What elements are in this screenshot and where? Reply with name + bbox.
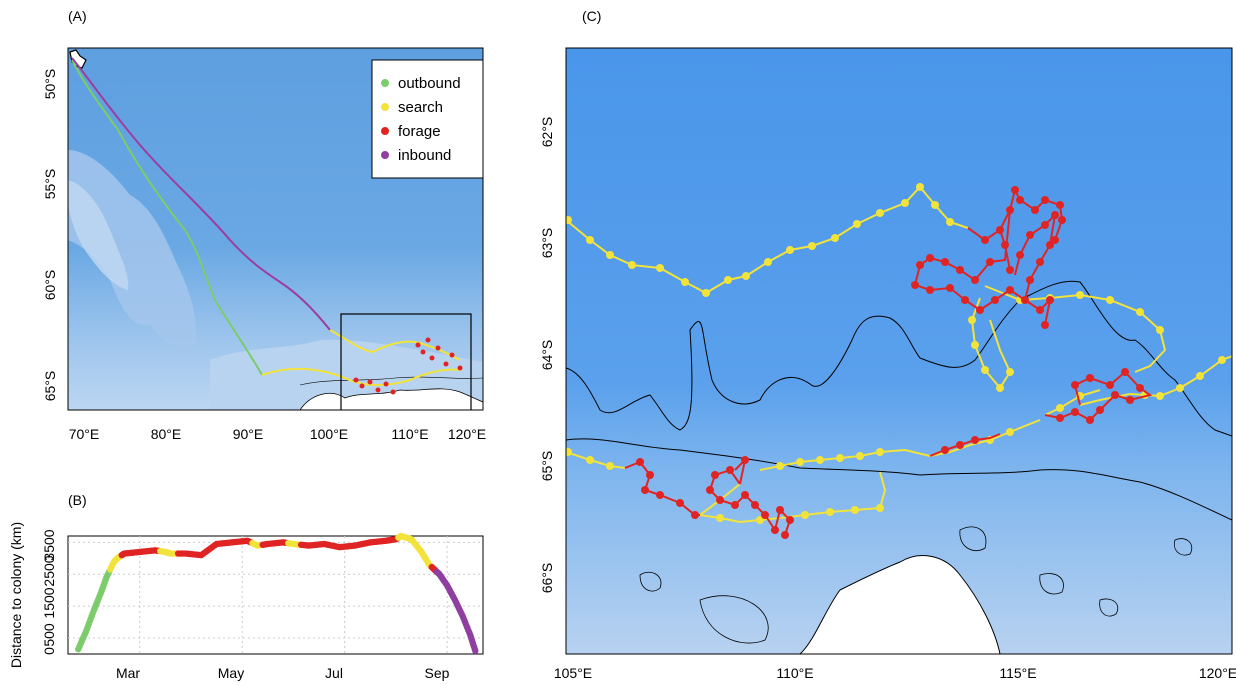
ice-island-2	[959, 526, 987, 552]
lon-tick-label: 70°E	[69, 426, 100, 442]
lon-tick-label: 90°E	[233, 426, 264, 442]
legend-label: forage	[398, 123, 441, 140]
lat-tick-label: 64°S	[539, 340, 555, 371]
map-a-frame	[67, 47, 484, 411]
lat-tick-label: 60°S	[42, 270, 58, 301]
ice-island-3	[1039, 573, 1064, 595]
y-tick-label: 0	[41, 647, 57, 655]
coastline-a	[299, 376, 483, 386]
plateau-shallow	[68, 150, 197, 351]
shelf-contour-2	[566, 438, 1232, 521]
inbound-track	[71, 57, 331, 331]
lat-tick-label: 50°S	[42, 69, 58, 100]
lat-tick-label: 63°S	[539, 228, 555, 259]
legend-item: search	[381, 99, 443, 116]
lon-tick-label: 105°E	[554, 665, 592, 681]
map-c: 105°E 110°E 115°E 120°E 62°S 63°S 64°S 6…	[539, 47, 1236, 681]
forage-points-a	[353, 337, 463, 395]
lon-tick-label: 115°E	[999, 665, 1036, 681]
y-axis-title: Distance to colony (km)	[8, 522, 24, 668]
chart-points	[75, 532, 479, 655]
inset-box	[340, 313, 472, 410]
legend-item: inbound	[381, 147, 451, 164]
legend-swatch-inbound	[381, 151, 389, 159]
map-a: 70°E 80°E 90°E 100°E 110°E 120°E 50°S 55…	[42, 47, 486, 442]
y-tick-label: 2500	[41, 555, 57, 586]
lon-tick-label: 100°E	[310, 426, 348, 442]
chart-x-axis: Mar May Jul Sep	[116, 665, 450, 681]
search-points-c	[566, 183, 1226, 524]
panel-b-label: (B)	[68, 492, 87, 508]
legend-label: search	[398, 99, 443, 116]
legend-swatch-search	[381, 103, 389, 111]
legend-item: forage	[381, 123, 441, 140]
legend-item: outbound	[381, 75, 461, 92]
antarctic-continent	[299, 388, 483, 410]
ice-island-4	[1099, 598, 1119, 617]
search-track-a	[261, 367, 463, 386]
ice-island-5	[1173, 538, 1193, 556]
x-tick-label: May	[218, 665, 244, 681]
lat-tick-label: 65°S	[539, 451, 555, 482]
ocean-background-c	[566, 48, 1232, 654]
antarctic-continent-c	[799, 555, 1001, 654]
y-tick-label: 3500	[41, 529, 57, 560]
map-c-lat-axis: 62°S 63°S 64°S 65°S 66°S	[539, 117, 555, 594]
y-tick-label: 500	[41, 623, 57, 647]
lat-tick-label: 62°S	[539, 117, 555, 148]
chart-b: 0 500 1500 2500 3500 Distance to colony …	[8, 522, 484, 681]
distance-point-inbound	[472, 647, 479, 655]
forage-points-c	[636, 186, 1144, 539]
legend-swatch-forage	[381, 127, 389, 135]
lon-tick-label: 110°E	[391, 426, 428, 442]
legend-label: inbound	[398, 147, 451, 164]
lon-tick-label: 80°E	[151, 426, 182, 442]
map-a-lon-axis: 70°E 80°E 90°E 100°E 110°E 120°E	[69, 426, 486, 442]
y-tick-label: 1500	[41, 587, 57, 618]
lon-tick-label: 120°E	[1199, 665, 1236, 681]
x-tick-label: Jul	[325, 665, 343, 681]
outbound-track	[71, 59, 263, 376]
lon-tick-label: 120°E	[448, 426, 486, 442]
lat-tick-label: 65°S	[42, 371, 58, 402]
chart-b-plot-area	[67, 535, 484, 655]
x-tick-label: Mar	[116, 665, 140, 681]
chart-y-axis: 0 500 1500 2500 3500 Distance to colony …	[8, 522, 57, 668]
plateau-shallow-2	[68, 180, 129, 290]
lon-tick-label: 110°E	[776, 665, 813, 681]
ice-island-1	[639, 571, 662, 592]
legend-box	[371, 59, 484, 179]
map-c-lon-axis: 105°E 110°E 115°E 120°E	[554, 665, 1236, 681]
x-tick-label: Sep	[425, 665, 450, 681]
shelf-contour	[566, 280, 1232, 437]
lat-tick-label: 66°S	[539, 563, 555, 594]
panel-a-label: (A)	[68, 8, 87, 24]
legend: outbound search forage inbound	[371, 59, 484, 179]
legend-swatch-outbound	[381, 79, 389, 87]
legend-label: outbound	[398, 75, 461, 92]
panel-c-label: (C)	[582, 8, 601, 24]
lat-tick-label: 55°S	[42, 169, 58, 200]
ice-island-6	[699, 595, 769, 644]
map-c-frame	[565, 47, 1233, 655]
map-a-lat-axis: 50°S 55°S 60°S 65°S	[42, 69, 58, 402]
